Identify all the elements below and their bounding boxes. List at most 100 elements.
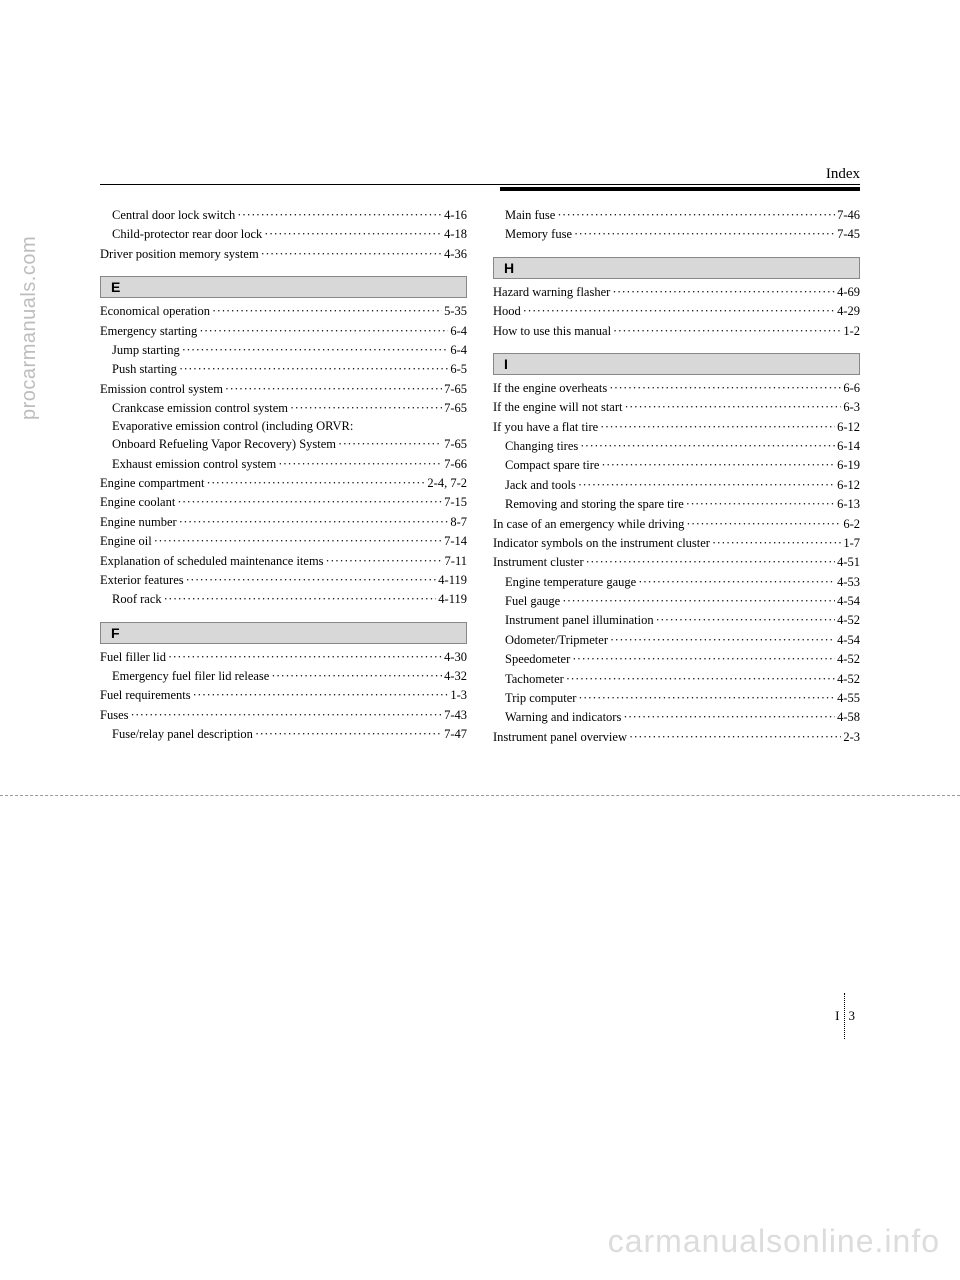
- index-entry-label: Child-protector rear door lock: [112, 225, 262, 244]
- index-entry-label: Engine number: [100, 513, 177, 532]
- index-entry-page: 4-54: [837, 592, 860, 611]
- index-entry-label: Economical operation: [100, 302, 210, 321]
- index-entry-page: 4-69: [837, 283, 860, 302]
- index-entry-label: Indicator symbols on the instrument clus…: [493, 534, 710, 553]
- index-entry: Warning and indicators ·················…: [493, 708, 860, 727]
- index-entry: If the engine overheats ················…: [493, 379, 860, 398]
- index-entry: Exterior features ······················…: [100, 571, 467, 590]
- index-entry-label: Fuses: [100, 706, 128, 725]
- index-entry-label: Crankcase emission control system: [112, 399, 288, 418]
- index-entry: Crankcase emission control system ······…: [100, 399, 467, 418]
- index-entry-leader: ········································…: [182, 341, 449, 360]
- index-entry: Memory fuse ····························…: [493, 225, 860, 244]
- index-entry: Hood ···································…: [493, 302, 860, 321]
- index-entry-page: 7-15: [444, 493, 467, 512]
- index-entry-leader: ········································…: [638, 573, 835, 592]
- index-entry-page: 1-3: [450, 686, 467, 705]
- page-number-value: 3: [849, 1008, 856, 1024]
- index-entry-page: 6-4: [450, 341, 467, 360]
- index-entry: If the engine will not start ···········…: [493, 398, 860, 417]
- index-entry-page: 4-119: [438, 571, 467, 590]
- index-entry-leader: ········································…: [261, 245, 442, 264]
- index-entry-page: 4-51: [837, 553, 860, 572]
- index-entry: Engine number ··························…: [100, 513, 467, 532]
- index-entry-label: If the engine overheats: [493, 379, 607, 398]
- index-entry-page: 2-3: [843, 728, 860, 747]
- index-entry-label: Main fuse: [505, 206, 555, 225]
- index-entry-page: 4-55: [837, 689, 860, 708]
- index-entry-page: 7-11: [445, 552, 467, 571]
- index-entry-page: 6-19: [837, 456, 860, 475]
- index-entry-page: 6-12: [837, 476, 860, 495]
- index-entry-leader: ········································…: [212, 302, 442, 321]
- index-entry-leader: ········································…: [629, 728, 841, 747]
- index-right-column: Main fuse ······························…: [493, 206, 860, 747]
- index-entry: Child-protector rear door lock ·········…: [100, 225, 467, 244]
- index-entry-page: 4-54: [837, 631, 860, 650]
- index-entry-page: 2-4, 7-2: [427, 474, 467, 493]
- page-section-letter: I: [835, 1008, 839, 1024]
- index-entry-leader: ········································…: [130, 706, 442, 725]
- index-entry: Engine temperature gauge ···············…: [493, 573, 860, 592]
- index-entry-leader: ········································…: [600, 418, 835, 437]
- index-entry-label: Exterior features: [100, 571, 184, 590]
- index-section-header: I: [493, 353, 860, 375]
- index-entry-label: Emergency starting: [100, 322, 197, 341]
- index-entry: Driver position memory system ··········…: [100, 245, 467, 264]
- index-entry-label: Explanation of scheduled maintenance ite…: [100, 552, 324, 571]
- index-entry: Emergency starting ·····················…: [100, 322, 467, 341]
- index-entry: Engine compartment ·····················…: [100, 474, 467, 493]
- index-entry-page: 4-52: [837, 650, 860, 669]
- index-entry-leader: ········································…: [623, 708, 835, 727]
- index-entry: Fuel requirements ······················…: [100, 686, 467, 705]
- index-entry: Hazard warning flasher ·················…: [493, 283, 860, 302]
- index-section-header: F: [100, 622, 467, 644]
- index-entry-leader: ········································…: [264, 225, 442, 244]
- index-entry-leader: ········································…: [613, 322, 841, 341]
- index-entry-label: Central door lock switch: [112, 206, 235, 225]
- index-entry-page: 7-14: [444, 532, 467, 551]
- index-entry-label: Emission control system: [100, 380, 223, 399]
- index-entry-leader: ········································…: [255, 725, 442, 744]
- index-entry-label: Fuel requirements: [100, 686, 191, 705]
- index-entry: Economical operation ···················…: [100, 302, 467, 321]
- index-entry-label: How to use this manual: [493, 322, 611, 341]
- index-entry-label: Changing tires: [505, 437, 578, 456]
- index-entry-leader: ········································…: [290, 399, 442, 418]
- index-entry-leader: ········································…: [612, 283, 835, 302]
- index-entry: Tachometer ·····························…: [493, 670, 860, 689]
- index-entry-page: 4-53: [837, 573, 860, 592]
- index-entry-leader: ········································…: [562, 592, 835, 611]
- index-entry-label: Hood: [493, 302, 521, 321]
- index-entry: Evaporative emission control (including …: [100, 418, 467, 454]
- index-entry-label: Fuel gauge: [505, 592, 560, 611]
- index-entry-label: Engine compartment: [100, 474, 204, 493]
- index-entry: Odometer/Tripmeter ·····················…: [493, 631, 860, 650]
- index-entry-leader: ········································…: [186, 571, 437, 590]
- index-entry-leader: ········································…: [154, 532, 442, 551]
- header-rule-thick: [500, 187, 860, 191]
- index-entry-label: Emergency fuel filer lid release: [112, 667, 269, 686]
- index-entry-page: 4-32: [444, 667, 467, 686]
- index-entry-leader: ········································…: [179, 513, 449, 532]
- index-entry-label: Warning and indicators: [505, 708, 621, 727]
- index-entry-leader: ········································…: [237, 206, 442, 225]
- index-entry-leader: ········································…: [712, 534, 841, 553]
- index-entry-page: 7-47: [444, 725, 467, 744]
- index-entry-leader: ········································…: [278, 455, 442, 474]
- index-entry-page: 8-7: [450, 513, 467, 532]
- index-entry: Fuse/relay panel description ···········…: [100, 725, 467, 744]
- index-entry-page: 4-16: [444, 206, 467, 225]
- index-entry-page: 4-52: [837, 611, 860, 630]
- index-entry-label: Push starting: [112, 360, 177, 379]
- index-entry-page: 1-2: [843, 322, 860, 341]
- index-entry-label: Engine oil: [100, 532, 152, 551]
- index-entry: Instrument panel illumination ··········…: [493, 611, 860, 630]
- index-entry-page: 6-2: [843, 515, 860, 534]
- index-entry-leader: ········································…: [656, 611, 835, 630]
- index-entry: Instrument panel overview ··············…: [493, 728, 860, 747]
- index-entry: Jump starting ··························…: [100, 341, 467, 360]
- index-entry-leader: ········································…: [686, 515, 841, 534]
- index-entry-page: 6-3: [843, 398, 860, 417]
- index-entry-label: Memory fuse: [505, 225, 572, 244]
